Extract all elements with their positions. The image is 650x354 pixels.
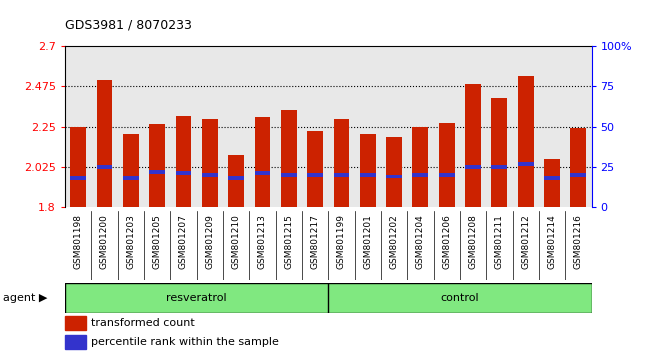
Bar (150, 170, 165, 173)
Text: control: control (441, 293, 479, 303)
Text: GSM801214: GSM801214 (547, 214, 556, 269)
Bar (518, 162, 534, 166)
Text: GSM801217: GSM801217 (311, 214, 320, 269)
Text: GSM801198: GSM801198 (73, 214, 83, 269)
Text: percentile rank within the sample: percentile rank within the sample (91, 337, 280, 347)
Bar (65, 335, 86, 349)
Text: GSM801200: GSM801200 (100, 214, 109, 269)
Bar (228, 176, 244, 180)
Bar (333, 173, 349, 177)
Bar (465, 84, 481, 207)
Bar (360, 134, 376, 207)
Bar (328, 283, 592, 313)
Bar (413, 173, 428, 177)
Text: agent ▶: agent ▶ (3, 293, 47, 303)
Text: GSM801213: GSM801213 (258, 214, 267, 269)
Bar (491, 98, 507, 207)
Bar (307, 173, 323, 177)
Bar (65, 283, 328, 313)
Bar (333, 119, 349, 207)
Text: GSM801215: GSM801215 (284, 214, 293, 269)
Text: resveratrol: resveratrol (166, 293, 227, 303)
Text: GSM801205: GSM801205 (153, 214, 162, 269)
Bar (255, 171, 270, 175)
Text: GSM801204: GSM801204 (416, 214, 425, 269)
Bar (176, 171, 191, 175)
Bar (307, 131, 323, 207)
Bar (281, 173, 296, 177)
Bar (386, 175, 402, 178)
Bar (465, 165, 481, 169)
Bar (176, 116, 191, 207)
Text: GSM801209: GSM801209 (205, 214, 214, 269)
Bar (386, 137, 402, 207)
Bar (65, 316, 86, 330)
Bar (571, 129, 586, 207)
Bar (97, 165, 112, 169)
Text: GSM801211: GSM801211 (495, 214, 504, 269)
Bar (544, 159, 560, 207)
Bar (123, 176, 138, 180)
Bar (228, 155, 244, 207)
Bar (571, 173, 586, 177)
Bar (439, 173, 454, 177)
Text: GSM801208: GSM801208 (469, 214, 478, 269)
Bar (439, 123, 454, 207)
Bar (202, 173, 218, 177)
Text: GSM801207: GSM801207 (179, 214, 188, 269)
Bar (413, 127, 428, 207)
Text: transformed count: transformed count (91, 318, 195, 328)
Text: GSM801203: GSM801203 (126, 214, 135, 269)
Bar (202, 119, 218, 207)
Bar (255, 117, 270, 207)
Bar (544, 176, 560, 180)
Text: GSM801210: GSM801210 (231, 214, 240, 269)
Text: GSM801202: GSM801202 (389, 214, 398, 269)
Text: GSM801206: GSM801206 (442, 214, 451, 269)
Text: GSM801212: GSM801212 (521, 214, 530, 269)
Bar (123, 134, 138, 207)
Bar (491, 165, 507, 169)
Bar (70, 176, 86, 180)
Text: GDS3981 / 8070233: GDS3981 / 8070233 (65, 19, 192, 32)
Text: GSM801199: GSM801199 (337, 214, 346, 269)
Bar (518, 75, 534, 207)
Bar (97, 80, 112, 207)
Text: GSM801201: GSM801201 (363, 214, 372, 269)
Bar (281, 109, 296, 207)
Bar (360, 173, 376, 177)
Bar (70, 127, 86, 207)
Text: GSM801216: GSM801216 (574, 214, 583, 269)
Bar (150, 124, 165, 207)
